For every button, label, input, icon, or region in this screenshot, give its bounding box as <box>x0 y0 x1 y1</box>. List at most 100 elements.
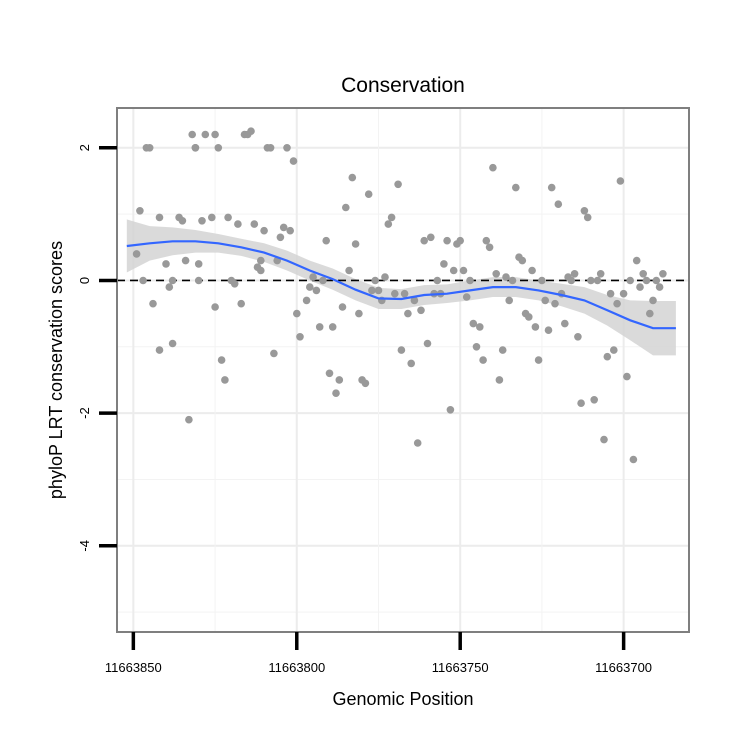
data-point <box>315 323 324 331</box>
data-point <box>587 276 595 285</box>
data-point <box>364 190 373 198</box>
data-point <box>201 130 210 139</box>
data-point <box>302 296 311 305</box>
data-point <box>289 157 298 165</box>
data-point <box>525 313 533 321</box>
plot-panel <box>117 108 689 632</box>
data-point <box>250 220 259 228</box>
data-point <box>400 289 409 298</box>
data-point <box>325 369 334 378</box>
data-point <box>293 309 301 318</box>
data-point <box>554 200 563 208</box>
data-point <box>462 293 471 301</box>
data-point <box>247 127 255 135</box>
data-point <box>528 266 536 275</box>
data-point <box>619 289 628 298</box>
data-point <box>593 276 602 285</box>
data-point <box>544 326 553 335</box>
data-point <box>580 207 589 215</box>
data-point <box>168 339 177 348</box>
data-point <box>561 319 569 328</box>
data-point <box>476 323 484 331</box>
data-point <box>534 356 543 364</box>
data-point <box>221 376 229 384</box>
data-point <box>224 213 232 222</box>
data-point <box>440 260 448 268</box>
data-point <box>459 266 468 275</box>
data-point <box>335 376 344 384</box>
data-point <box>417 306 425 315</box>
data-point <box>270 349 278 358</box>
data-point <box>322 236 331 245</box>
data-point <box>433 276 442 285</box>
data-point <box>639 270 647 278</box>
data-point <box>260 226 268 235</box>
data-point <box>155 213 164 222</box>
data-point <box>384 220 393 228</box>
x-tick-label: 11663700 <box>595 660 652 675</box>
data-point <box>629 455 638 464</box>
data-point <box>551 299 559 308</box>
data-point <box>155 346 164 354</box>
data-point <box>312 286 321 295</box>
data-point <box>502 273 510 281</box>
data-point <box>600 435 608 444</box>
data-point <box>279 223 288 232</box>
chart-title: Conservation <box>341 74 465 97</box>
data-point <box>351 240 360 248</box>
data-point <box>257 256 265 265</box>
data-point <box>178 217 187 225</box>
data-point <box>518 256 527 265</box>
data-point <box>613 299 621 308</box>
y-tick-label: 0 <box>77 277 92 284</box>
data-point <box>632 256 641 265</box>
data-point <box>168 276 177 285</box>
data-point <box>570 270 579 278</box>
data-point <box>162 260 170 268</box>
data-point <box>404 309 412 318</box>
data-point <box>449 266 458 275</box>
data-point <box>181 256 190 265</box>
data-point <box>423 339 432 348</box>
data-point <box>626 276 634 285</box>
data-point <box>191 144 200 152</box>
data-point <box>145 144 154 152</box>
data-point <box>194 276 203 285</box>
x-tick-label: 11663750 <box>432 660 489 675</box>
data-point <box>623 372 631 381</box>
plot-border <box>116 107 690 633</box>
data-point <box>636 283 644 291</box>
data-point <box>410 296 419 305</box>
data-point <box>427 233 435 242</box>
y-tick-label: -2 <box>77 407 92 419</box>
data-point <box>391 289 399 298</box>
data-point <box>208 213 216 222</box>
data-point <box>466 276 474 285</box>
data-point <box>646 309 654 318</box>
data-point <box>361 379 370 388</box>
data-point <box>257 266 265 275</box>
data-point <box>659 270 667 278</box>
data-point <box>342 203 350 212</box>
data-point <box>188 130 196 139</box>
data-point <box>456 236 465 245</box>
data-point <box>234 220 242 228</box>
data-point <box>583 213 592 222</box>
data-point <box>489 163 497 172</box>
data-point <box>185 415 193 424</box>
data-point <box>443 236 451 245</box>
data-point <box>596 270 605 278</box>
data-point <box>603 352 612 361</box>
data-point <box>348 173 357 182</box>
data-point <box>237 299 245 308</box>
data-point <box>286 226 295 235</box>
data-point <box>574 333 582 341</box>
data-point <box>136 207 144 215</box>
data-point <box>420 236 429 245</box>
data-point <box>387 213 396 222</box>
data-point <box>446 406 455 414</box>
data-point <box>217 356 226 364</box>
data-point <box>505 296 513 305</box>
data-point <box>309 273 317 281</box>
